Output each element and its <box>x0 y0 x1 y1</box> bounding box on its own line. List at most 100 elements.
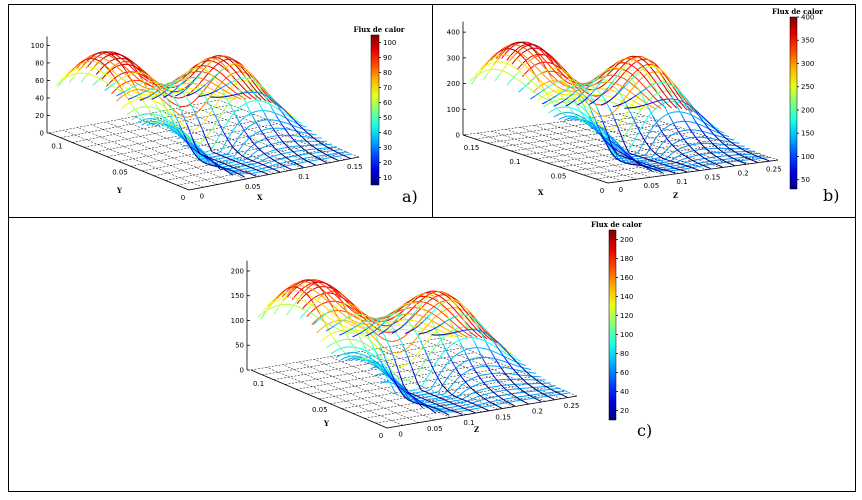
contour-segment <box>646 167 653 172</box>
contour-segment <box>394 380 400 390</box>
contour-segment <box>490 337 496 345</box>
contour-segment <box>571 97 578 107</box>
contour-segment <box>754 154 760 158</box>
contour-segment <box>263 152 269 157</box>
contour-segment <box>535 52 542 61</box>
colorbar <box>608 229 617 421</box>
contour-segment <box>454 299 460 303</box>
grid-line <box>130 133 301 167</box>
contour-segment <box>639 164 645 167</box>
contour-segment <box>688 144 694 151</box>
contour-segment <box>322 160 328 164</box>
z-tick-label: 200 <box>231 267 244 275</box>
contour-segment <box>572 117 578 119</box>
contour-segment <box>57 81 63 88</box>
contour-segment <box>104 86 110 92</box>
contour-segment <box>587 92 594 101</box>
contour-segment <box>609 108 616 120</box>
contour-segment <box>165 86 171 92</box>
contour-segment <box>219 96 225 98</box>
contour-segment <box>563 96 569 102</box>
contour-segment <box>632 80 639 90</box>
contour-segment <box>313 298 319 304</box>
contour-segment <box>640 133 647 143</box>
contour-segment <box>256 123 262 132</box>
contour-segment <box>625 104 632 115</box>
contour-segment <box>667 165 673 168</box>
contour-segment <box>675 104 682 115</box>
contour-segment <box>296 130 302 137</box>
contour-segment <box>631 159 637 162</box>
contour-segment <box>691 107 698 112</box>
contour-segment <box>509 392 515 397</box>
contour-segment <box>364 358 370 361</box>
contour-segment <box>101 71 108 77</box>
contour-segment <box>480 64 487 72</box>
z-tick-label: 400 <box>447 29 460 37</box>
contour-segment <box>481 334 488 345</box>
grid-line <box>190 105 331 163</box>
contour-segment <box>491 373 497 380</box>
contour-segment <box>474 403 480 407</box>
contour-segment <box>87 55 93 61</box>
contour-segment <box>495 379 502 386</box>
contour-segment <box>587 119 593 123</box>
grid-line <box>511 127 682 152</box>
contour-segment <box>451 361 457 370</box>
contour-segment <box>162 83 169 88</box>
grid-line <box>571 147 742 172</box>
contour-segment <box>518 87 524 93</box>
colorbar <box>789 16 798 190</box>
contour-segment <box>699 116 705 124</box>
contour-line <box>65 60 237 100</box>
contour-segment <box>437 300 443 308</box>
contour-segment <box>409 328 415 332</box>
contour-segment <box>150 121 156 124</box>
left-axis-tick-label: 0 <box>600 187 604 195</box>
contour-segment <box>237 152 243 157</box>
contour-segment <box>689 166 695 169</box>
contour-segment <box>212 57 218 62</box>
colorbar-tick-label: 100 <box>383 39 396 47</box>
contour-segment <box>183 94 190 102</box>
contour-segment <box>505 400 511 405</box>
contour-segment <box>655 153 661 158</box>
contour-segment <box>352 334 358 338</box>
contour-segment <box>403 390 410 395</box>
contour-segment <box>317 316 323 322</box>
contour-segment <box>759 156 765 160</box>
contour-segment <box>620 57 626 61</box>
contour-segment <box>226 55 232 60</box>
right-axis-label: Z <box>673 191 678 200</box>
contour-segment <box>367 335 373 346</box>
contour-segment <box>75 62 82 67</box>
contour-segment <box>196 87 202 93</box>
contour-segment <box>207 163 213 166</box>
contour-segment <box>305 292 311 299</box>
contour-segment <box>715 129 722 135</box>
contour-segment <box>213 161 220 166</box>
contour-segment <box>459 314 464 316</box>
contour-segment <box>330 324 336 329</box>
contour-segment <box>644 70 651 79</box>
contour-segment <box>687 108 694 118</box>
contour-segment <box>517 374 523 380</box>
contour-segment <box>249 166 255 170</box>
contour-segment <box>385 371 392 379</box>
contour-segment <box>317 294 323 299</box>
contour-segment <box>129 61 135 65</box>
colorbar-tick-label: 100 <box>620 331 633 339</box>
contour-segment <box>443 407 449 410</box>
contour-segment <box>574 95 581 101</box>
contour-segment <box>695 136 701 144</box>
contour-segment <box>291 150 297 155</box>
contour-segment <box>486 366 493 374</box>
contour-segment <box>470 402 476 405</box>
contour-segment <box>379 316 385 320</box>
grid-line <box>298 361 435 421</box>
contour-segment <box>179 90 185 95</box>
contour-segment <box>458 330 464 332</box>
grid-line <box>91 124 232 182</box>
contour-segment <box>301 135 307 142</box>
contour-segment <box>202 68 208 72</box>
